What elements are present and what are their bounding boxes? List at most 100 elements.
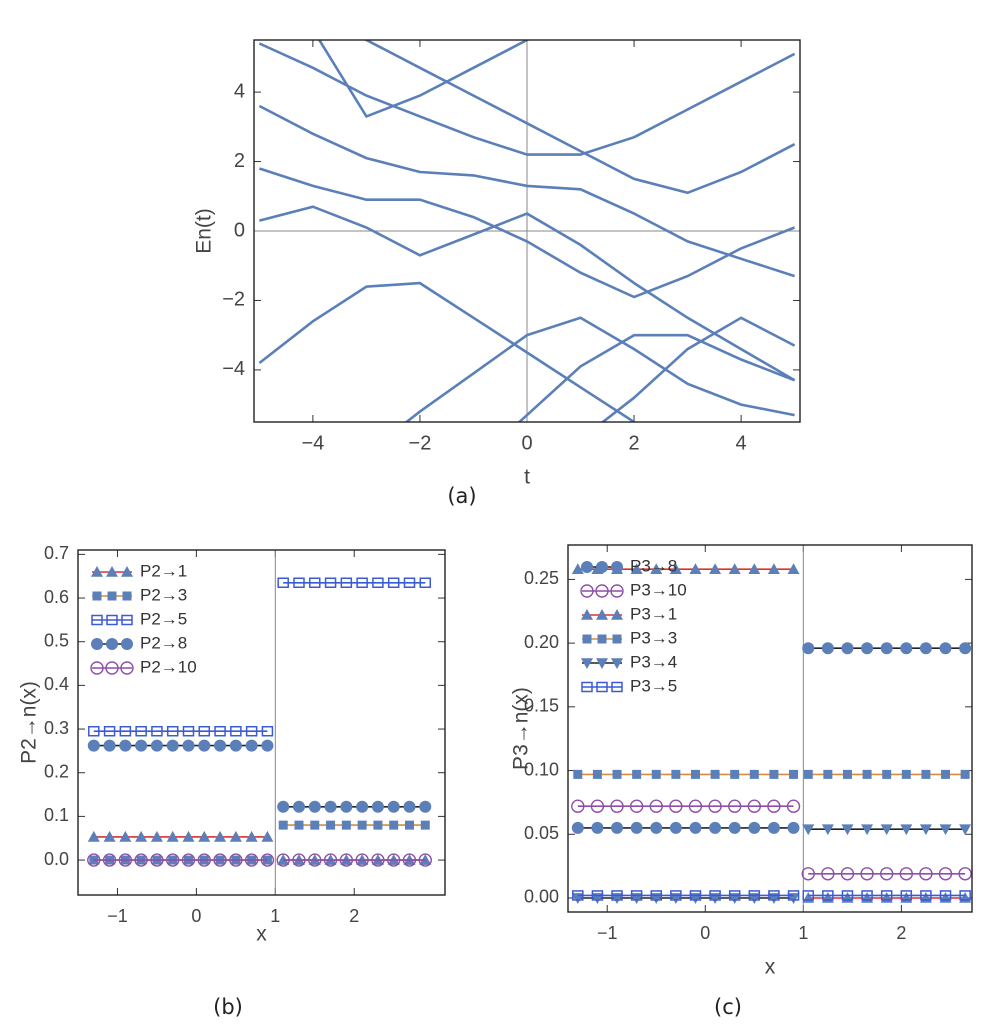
marker (861, 642, 874, 655)
marker (276, 853, 290, 867)
marker (802, 642, 815, 655)
marker (339, 853, 354, 867)
marker (802, 890, 814, 901)
marker (823, 769, 833, 779)
marker (787, 563, 800, 575)
marker (245, 830, 258, 842)
x-axis-label: t (524, 466, 530, 489)
marker (119, 739, 132, 752)
legend-marker (106, 566, 118, 577)
marker (960, 769, 970, 779)
marker (87, 853, 101, 867)
marker (323, 853, 338, 867)
marker (356, 800, 369, 813)
marker (938, 867, 953, 881)
legend-marker (90, 661, 104, 675)
marker (748, 563, 761, 575)
marker (690, 769, 700, 779)
marker (166, 739, 179, 752)
legend-marker (611, 561, 623, 573)
marker (728, 890, 741, 901)
marker (670, 890, 682, 901)
marker (861, 824, 874, 836)
marker (571, 821, 584, 834)
marker (387, 577, 400, 589)
marker (862, 769, 872, 779)
marker (135, 739, 148, 752)
marker (89, 855, 99, 865)
y-tick-label: 0.05 (524, 823, 559, 843)
marker (630, 890, 643, 901)
marker (134, 853, 148, 867)
plot-area (258, 40, 796, 422)
marker (669, 799, 683, 813)
legend-marker (595, 584, 609, 598)
legend-marker (596, 561, 608, 573)
marker (789, 769, 799, 779)
x-tick-label: 0 (191, 906, 201, 926)
marker (769, 769, 779, 779)
series-line (258, 104, 795, 278)
marker (310, 820, 320, 830)
marker (340, 800, 353, 813)
plot-frame (253, 39, 801, 423)
marker (150, 853, 164, 867)
marker (230, 725, 242, 737)
legend-marker (581, 561, 593, 573)
legend-label: P2→5 (140, 609, 187, 628)
marker (840, 867, 855, 881)
legend-marker (581, 658, 593, 669)
marker (260, 853, 275, 867)
legend-marker (611, 681, 623, 693)
marker (821, 867, 835, 881)
marker (181, 853, 196, 867)
marker (689, 563, 702, 575)
marker (403, 577, 416, 589)
marker (245, 725, 258, 737)
marker (650, 821, 663, 834)
x-tick-label: −1 (597, 923, 618, 943)
marker (959, 642, 972, 655)
marker (571, 563, 584, 575)
series-line (259, 205, 796, 382)
marker (879, 867, 894, 881)
marker (748, 890, 761, 901)
marker (341, 820, 351, 830)
series-line (258, 281, 637, 422)
marker (939, 642, 952, 655)
series-line (258, 167, 796, 299)
marker (150, 739, 163, 752)
marker (198, 739, 211, 752)
x-tick-label: 1 (798, 923, 808, 943)
x-tick-label: −4 (301, 432, 324, 454)
y-tick-label: 0.3 (44, 718, 69, 738)
marker (787, 821, 800, 834)
marker (151, 725, 163, 737)
marker (611, 890, 623, 901)
marker (709, 890, 721, 901)
marker (630, 821, 643, 834)
marker (166, 853, 180, 867)
series-line (600, 316, 796, 422)
y-tick-label: 0.25 (524, 568, 559, 588)
x-tick-label: −2 (409, 432, 432, 454)
marker (591, 890, 604, 901)
marker (901, 769, 911, 779)
marker (959, 824, 972, 836)
marker (689, 890, 702, 901)
legend-marker (596, 658, 608, 669)
legend-label: P2→3 (140, 585, 187, 604)
legend-label: P3→4 (630, 652, 677, 671)
legend-marker (91, 638, 103, 650)
marker (900, 642, 913, 655)
y-tick-label: 2 (234, 150, 245, 172)
marker (387, 800, 400, 813)
marker (373, 820, 383, 830)
marker (229, 739, 242, 752)
series-line (404, 316, 795, 422)
x-tick-label: 2 (896, 923, 906, 943)
marker (728, 821, 741, 834)
chart: −1 0 1 2 0.0 0.1 0.2 0.3 0.4 0.5 0.6 0.7 P2→1 P2→3 P2→… (18, 543, 446, 1019)
x-tick-label: 2 (628, 432, 639, 454)
marker (899, 867, 914, 881)
